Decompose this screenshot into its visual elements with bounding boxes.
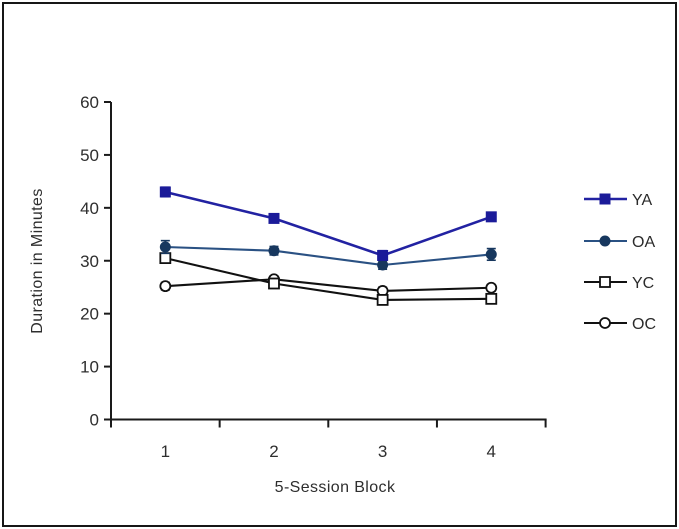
- marker-YA: [268, 212, 280, 224]
- x-tick-label: 1: [161, 442, 170, 461]
- series-line-YA: [165, 190, 492, 257]
- data-line: [165, 278, 492, 292]
- marker-YC: [268, 277, 280, 290]
- x-axis-title: 5-Session Block: [275, 479, 396, 496]
- legend-marker-OA: [599, 235, 611, 247]
- axes: 0 10 20 30 40 50 60 1 2 3 4: [80, 93, 547, 461]
- y-axis-title: Duration in Minutes: [29, 188, 46, 333]
- legend-item-OC: OC: [584, 316, 656, 333]
- marker-OA: [159, 241, 171, 253]
- marker-YC: [376, 294, 389, 306]
- legend-marker-YC: [599, 276, 611, 288]
- data-line: [165, 190, 492, 257]
- data-line: [165, 257, 492, 301]
- marker-YC: [159, 252, 172, 265]
- data-line: [165, 245, 492, 267]
- y-tick-label: 30: [80, 252, 99, 271]
- y-tick-label: 60: [80, 93, 99, 112]
- series-line-OC: [165, 278, 492, 292]
- legend-item-OA: OA: [584, 234, 655, 251]
- legend-label-OA: OA: [632, 234, 655, 251]
- x-tick-label: 2: [269, 442, 278, 461]
- series-line-YC: [165, 257, 492, 301]
- x-tick-label: 3: [378, 442, 387, 461]
- plot-area: [159, 186, 498, 306]
- legend-label-OC: OC: [632, 316, 656, 333]
- series-points-YA: [159, 186, 497, 262]
- series-points-OA: [159, 239, 497, 271]
- legend-marker-YA: [599, 193, 611, 205]
- y-tick-label: 40: [80, 199, 99, 218]
- legend-label-YC: YC: [632, 275, 654, 292]
- series-points-YC: [159, 252, 498, 306]
- marker-OA: [377, 259, 389, 271]
- legend-item-YC: YC: [584, 275, 654, 292]
- y-tick-label: 20: [80, 305, 99, 324]
- y-tick-label: 10: [80, 358, 99, 377]
- marker-OC: [159, 280, 172, 293]
- legend-marker-OC: [599, 317, 611, 329]
- marker-YA: [485, 211, 497, 223]
- y-tick-label: 0: [90, 411, 99, 430]
- marker-OA: [268, 245, 280, 257]
- y-tick-label: 50: [80, 146, 99, 165]
- marker-OC: [485, 281, 498, 294]
- legend-item-YA: YA: [584, 192, 652, 209]
- legend-label-YA: YA: [632, 192, 652, 209]
- marker-YA: [377, 249, 389, 261]
- marker-YA: [159, 186, 171, 198]
- series-line-OA: [165, 245, 492, 267]
- marker-OA: [485, 248, 497, 260]
- x-tick-label: 4: [487, 442, 496, 461]
- marker-YC: [485, 292, 498, 305]
- legend: YA OA YC OC: [584, 192, 656, 333]
